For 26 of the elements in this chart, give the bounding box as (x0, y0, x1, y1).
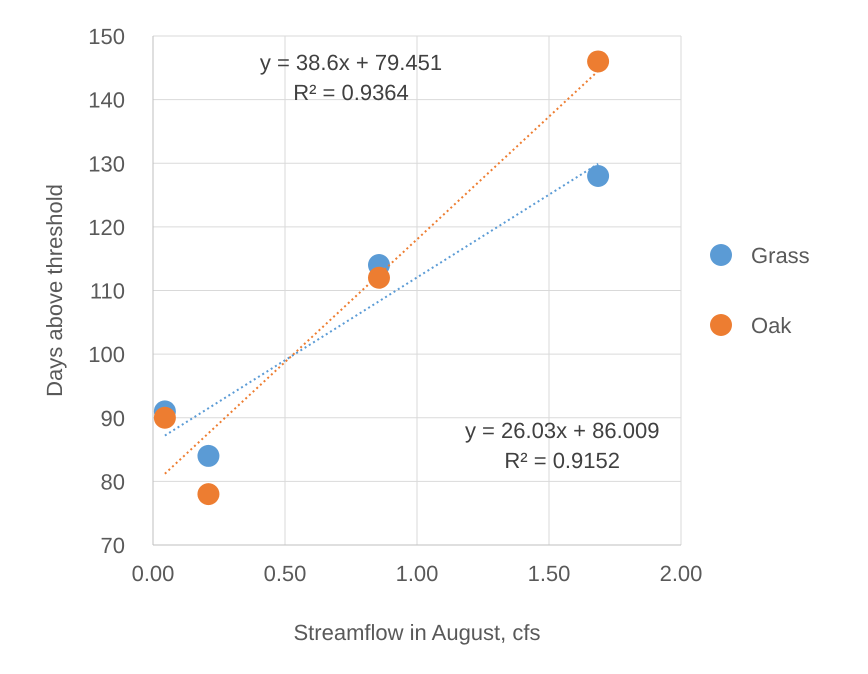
y-tick-label: 90 (100, 406, 125, 431)
y-tick-label: 140 (88, 88, 125, 113)
point (587, 50, 610, 72)
y-tick-label: 120 (88, 214, 125, 240)
y-tick-label: 110 (90, 278, 125, 304)
x-tick-label: 0.00 (132, 561, 174, 586)
y-tick-label: 130 (88, 151, 125, 176)
y-tick-label: 100 (88, 342, 125, 368)
point (154, 406, 176, 429)
point (368, 266, 390, 289)
x-tick-label: 1.50 (528, 561, 570, 586)
y-axis-title: Days above threshold (42, 184, 67, 397)
y-tick-label: 70 (100, 533, 125, 558)
annotation: y = 38.6x + 79.451 R² = 0.9364 (260, 50, 442, 105)
y-tick-label: 150 (88, 24, 125, 49)
y-tick-label: 80 (100, 469, 125, 494)
point (197, 483, 220, 506)
point (587, 165, 610, 187)
x-axis-title: Streamflow in August, cfs (294, 620, 540, 645)
x-tick-label: 2.00 (660, 561, 702, 586)
x-tick-label: 1.00 (396, 561, 438, 586)
annotation: y = 26.03x + 86.009 R² = 0.9152 (464, 418, 660, 473)
point (197, 444, 220, 467)
legend-label: Grass (751, 243, 810, 268)
x-tick-label: 0.50 (264, 561, 306, 586)
legend-label: Oak (751, 313, 792, 338)
